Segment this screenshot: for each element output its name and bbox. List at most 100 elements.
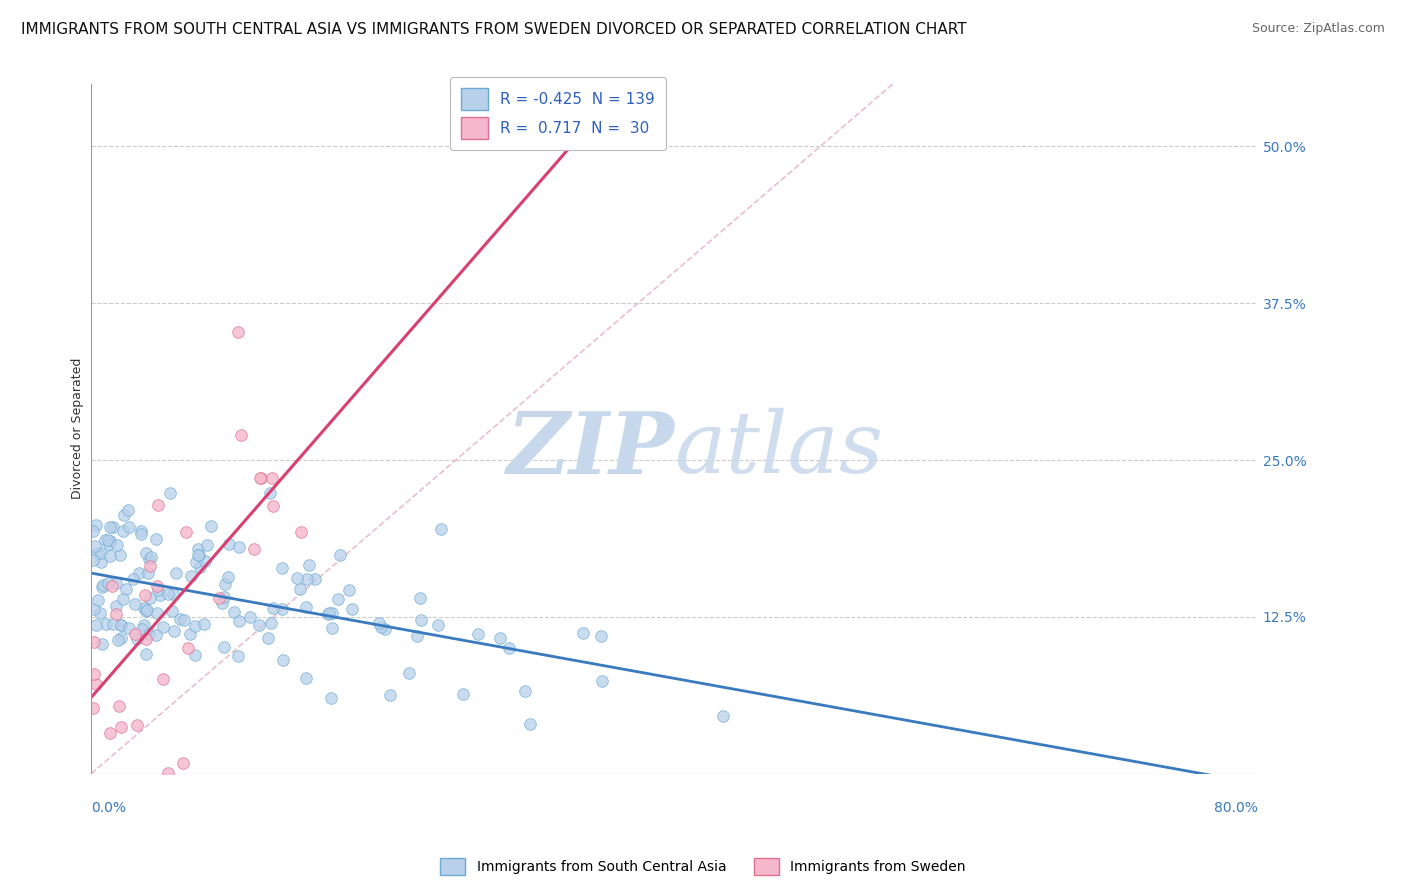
Point (329, 548, 352, 562)
Point (211, 597, 233, 611)
Point (187, 548, 209, 562)
Point (260, 615, 283, 630)
Point (217, 570, 239, 584)
Point (98, 537, 121, 551)
Point (139, 558, 162, 573)
Point (146, 498, 169, 512)
Point (243, 541, 266, 556)
Point (129, 526, 152, 541)
Point (316, 607, 339, 621)
Point (193, 617, 215, 632)
Point (489, 631, 512, 645)
Point (131, 524, 153, 539)
Point (111, 524, 134, 538)
Point (247, 618, 270, 632)
Text: atlas: atlas (675, 408, 883, 491)
Point (295, 600, 318, 615)
Point (165, 566, 187, 580)
Point (138, 551, 160, 566)
Point (134, 601, 156, 615)
Point (149, 588, 172, 602)
Point (262, 500, 284, 514)
Point (239, 610, 262, 624)
Point (124, 627, 146, 641)
Point (108, 699, 131, 714)
Point (132, 618, 155, 632)
Point (228, 540, 250, 554)
Point (451, 687, 474, 701)
Point (172, 756, 194, 770)
Y-axis label: Divorced or Separated: Divorced or Separated (72, 358, 84, 500)
Point (87, 593, 110, 607)
Point (98, 520, 121, 534)
Point (135, 632, 157, 647)
Point (427, 617, 450, 632)
Point (127, 632, 149, 647)
Text: Source: ZipAtlas.com: Source: ZipAtlas.com (1251, 22, 1385, 36)
Point (200, 519, 222, 533)
Point (169, 611, 191, 625)
Point (98, 534, 121, 549)
Point (373, 622, 395, 636)
Point (90, 546, 112, 560)
Point (96, 616, 118, 631)
Point (90, 555, 112, 569)
Point (118, 520, 141, 534)
Point (146, 606, 169, 620)
Point (163, 624, 186, 638)
Point (591, 674, 613, 689)
Point (214, 640, 236, 654)
Point (101, 579, 124, 593)
Legend: R = -0.425  N = 139, R =  0.717  N =  30: R = -0.425 N = 139, R = 0.717 N = 30 (450, 78, 666, 150)
Point (174, 524, 197, 539)
Point (125, 717, 148, 731)
Point (177, 640, 200, 655)
Point (157, 587, 180, 601)
Point (136, 603, 159, 617)
Point (318, 607, 340, 621)
Point (145, 532, 167, 546)
Point (89, 606, 111, 620)
Point (82, 553, 104, 567)
Point (411, 613, 433, 627)
Point (110, 618, 132, 632)
Point (162, 603, 184, 617)
Legend: Immigrants from South Central Asia, Immigrants from Sweden: Immigrants from South Central Asia, Immi… (434, 853, 972, 880)
Point (288, 582, 311, 596)
Point (321, 621, 343, 635)
Point (214, 576, 236, 591)
Point (131, 622, 153, 636)
Point (97, 575, 120, 590)
Point (208, 591, 231, 605)
Point (156, 765, 179, 780)
Point (188, 560, 211, 574)
Point (231, 428, 253, 442)
Point (180, 569, 202, 583)
Point (105, 538, 128, 552)
Point (82, 701, 104, 715)
Point (91, 578, 114, 592)
Point (162, 587, 184, 601)
Point (145, 579, 167, 593)
Point (124, 597, 146, 611)
Point (321, 691, 343, 706)
Point (186, 555, 208, 569)
Point (128, 566, 150, 580)
Point (408, 591, 430, 606)
Point (367, 615, 389, 630)
Point (188, 548, 211, 562)
Point (218, 537, 240, 551)
Point (498, 640, 520, 655)
Point (117, 502, 139, 516)
Point (571, 626, 593, 640)
Point (98, 726, 121, 740)
Point (104, 599, 127, 613)
Point (430, 522, 453, 536)
Point (118, 621, 141, 635)
Point (711, 708, 734, 723)
Point (184, 618, 207, 632)
Point (115, 582, 138, 596)
Point (304, 572, 326, 586)
Point (98, 549, 121, 563)
Text: ZIP: ZIP (506, 408, 675, 491)
